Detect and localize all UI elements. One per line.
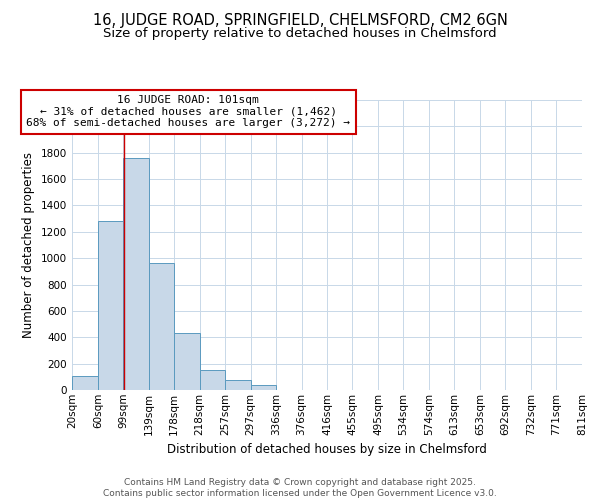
Y-axis label: Number of detached properties: Number of detached properties bbox=[22, 152, 35, 338]
Bar bbox=[72, 376, 98, 390]
Bar bbox=[98, 222, 123, 390]
Bar bbox=[149, 264, 174, 390]
Text: Contains HM Land Registry data © Crown copyright and database right 2025.
Contai: Contains HM Land Registry data © Crown c… bbox=[103, 478, 497, 498]
Bar bbox=[225, 380, 251, 390]
Bar bbox=[123, 158, 149, 390]
Text: Size of property relative to detached houses in Chelmsford: Size of property relative to detached ho… bbox=[103, 28, 497, 40]
Text: 16 JUDGE ROAD: 101sqm
← 31% of detached houses are smaller (1,462)
68% of semi-d: 16 JUDGE ROAD: 101sqm ← 31% of detached … bbox=[26, 96, 350, 128]
Text: 16, JUDGE ROAD, SPRINGFIELD, CHELMSFORD, CM2 6GN: 16, JUDGE ROAD, SPRINGFIELD, CHELMSFORD,… bbox=[92, 12, 508, 28]
Bar bbox=[251, 386, 276, 390]
X-axis label: Distribution of detached houses by size in Chelmsford: Distribution of detached houses by size … bbox=[167, 443, 487, 456]
Bar bbox=[174, 334, 200, 390]
Bar bbox=[200, 370, 225, 390]
